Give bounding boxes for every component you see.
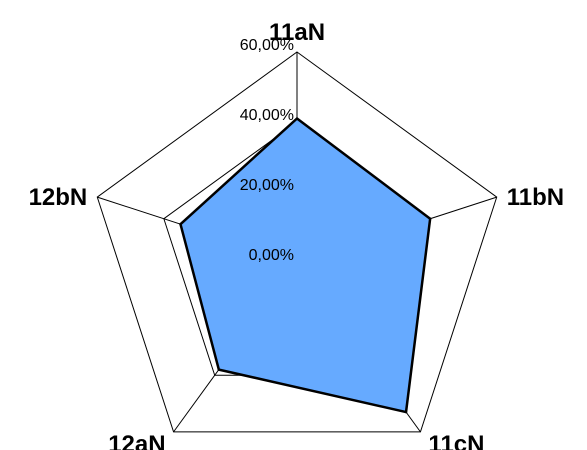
tick-label-1: 20,00% [240,177,294,194]
tick-label-0: 0,00% [249,247,294,264]
category-label-11cN: 11cN [428,431,484,450]
category-label-12bN: 12bN [29,184,88,211]
data-point-11cN [405,411,407,413]
category-label-12aN: 12aN [108,431,165,450]
tick-label-2: 40,00% [240,107,294,124]
series-area-0 [180,119,430,413]
category-label-11bN: 11bN [507,184,564,211]
data-point-12aN [218,368,220,370]
data-point-11aN [296,117,298,119]
radar-series [179,117,431,413]
category-label-11aN: 11aN [269,19,325,46]
data-point-11bN [429,218,431,220]
data-point-12bN [179,223,181,225]
